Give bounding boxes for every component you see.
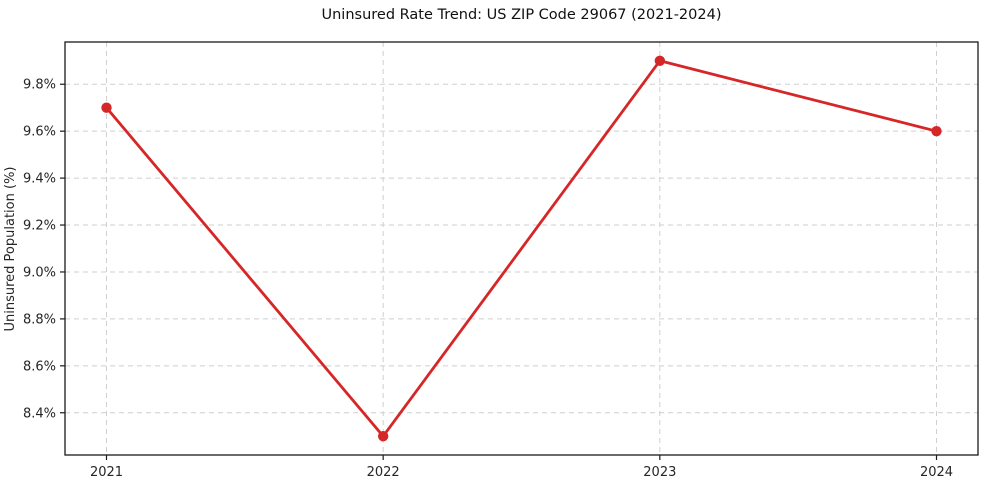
y-tick-label: 9.2% <box>23 219 56 234</box>
data-point-marker <box>377 431 389 442</box>
y-tick-label: 8.8% <box>23 312 56 327</box>
data-point-marker <box>101 102 112 113</box>
chart-title: Uninsured Rate Trend: US ZIP Code 29067 … <box>321 7 722 23</box>
y-tick-label: 8.4% <box>23 406 56 421</box>
plot-border <box>64 41 979 456</box>
y-tick-label: 9.4% <box>23 172 56 187</box>
trend-line <box>105 59 938 438</box>
x-tick-label: 2023 <box>643 465 676 480</box>
x-tick-label: 2022 <box>367 465 400 480</box>
y-tick-label: 9.0% <box>23 265 56 280</box>
plot-content: 8.4% 8.6% 8.8% 9.0% 9.2% 9.4% 9.6% 9.8% 2021 2022… <box>23 41 979 480</box>
y-tick-label: 9.6% <box>23 125 56 140</box>
y-tick-label: 9.8% <box>23 78 56 93</box>
x-tick-label: 2024 <box>920 465 953 480</box>
x-tick-label: 2021 <box>90 465 123 480</box>
data-point-marker <box>654 55 666 66</box>
y-tick-label: 8.6% <box>23 359 56 374</box>
data-point-marker <box>931 125 942 137</box>
y-axis-label: Uninsured Population (%) <box>3 167 18 332</box>
